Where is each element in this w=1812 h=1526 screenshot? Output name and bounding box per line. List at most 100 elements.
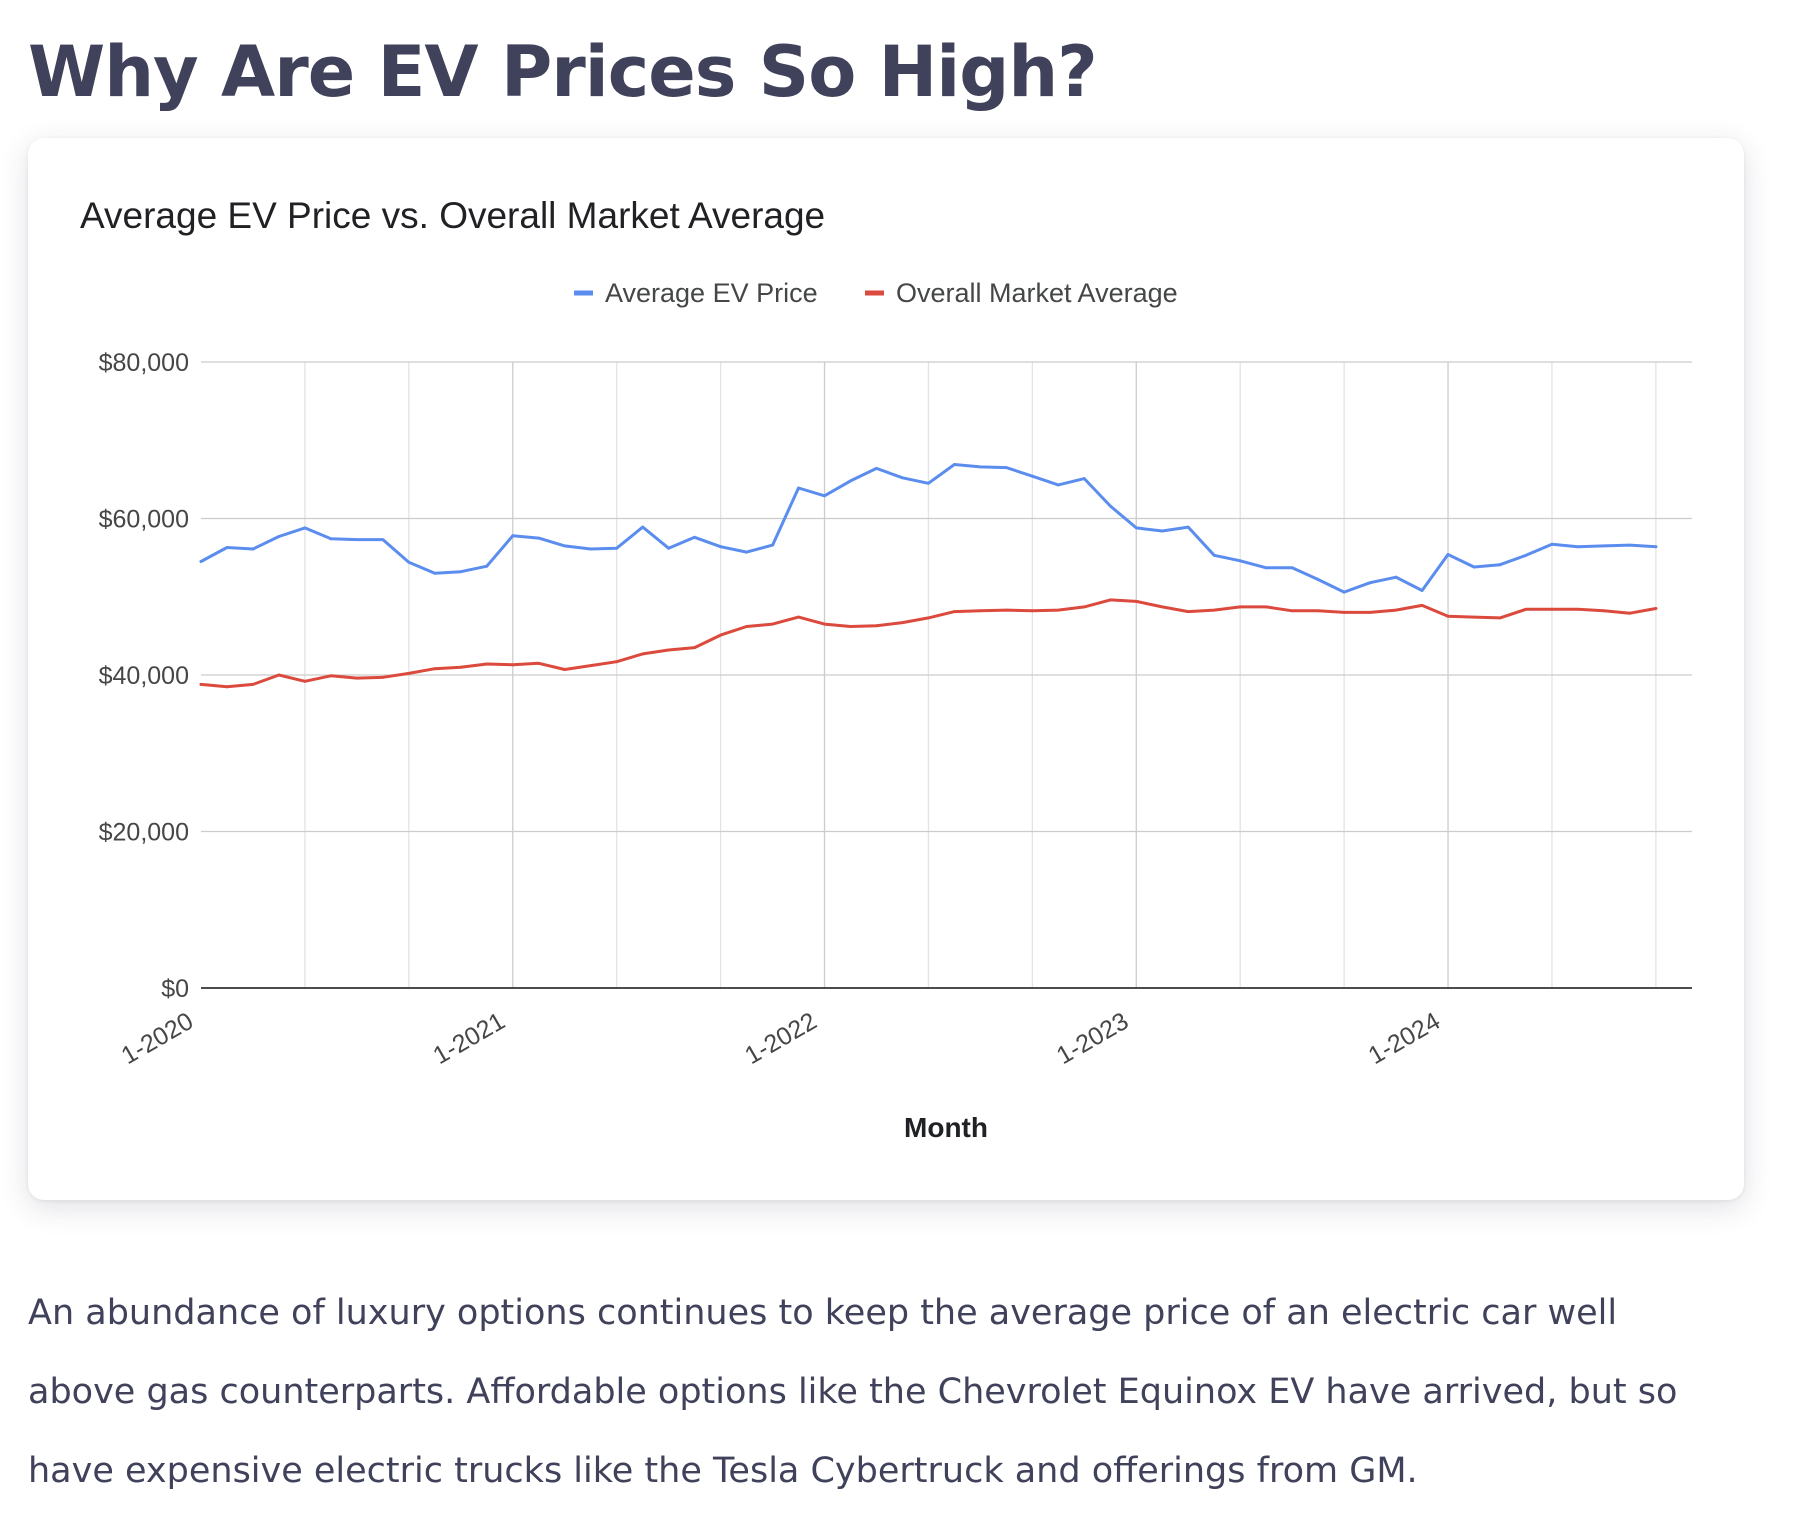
- data-point: [849, 625, 852, 628]
- data-point: [1212, 608, 1216, 612]
- data-point: [355, 538, 359, 541]
- data-point: [1602, 544, 1606, 548]
- data-point: [1056, 483, 1060, 487]
- data-point: [1108, 504, 1112, 508]
- y-tick-label: $20,000: [99, 819, 189, 847]
- data-point: [979, 465, 982, 469]
- data-point: [1342, 590, 1346, 594]
- data-point: [901, 621, 904, 624]
- data-point: [1654, 607, 1658, 610]
- y-tick-label: $0: [161, 975, 189, 1003]
- data-point: [875, 624, 878, 628]
- data-point: [1264, 605, 1268, 609]
- data-point: [1368, 611, 1372, 614]
- data-point: [433, 667, 437, 671]
- data-point: [407, 560, 411, 564]
- data-point: [1031, 609, 1034, 613]
- data-point: [719, 633, 722, 637]
- data-point: [693, 646, 696, 649]
- data-point: [771, 622, 774, 626]
- data-point: [1316, 609, 1320, 613]
- data-point: [1134, 526, 1138, 530]
- data-point: [1576, 607, 1580, 611]
- legend-item: Average EV Price: [574, 278, 818, 308]
- legend-label: Average EV Price: [605, 278, 818, 308]
- data-point: [693, 535, 696, 539]
- data-point: [1472, 615, 1476, 619]
- data-point: [381, 675, 385, 679]
- paragraph-line: An abundance of luxury options continues…: [28, 1293, 1618, 1333]
- data-point: [719, 545, 722, 549]
- data-point: [225, 546, 229, 549]
- x-tick-label: 1-2022: [740, 1007, 821, 1070]
- data-point: [901, 476, 904, 480]
- chart-legend: Average EV Price Overall Market Average: [574, 278, 1178, 308]
- data-point: [1550, 542, 1554, 546]
- data-point: [979, 609, 982, 613]
- data-point: [485, 564, 489, 568]
- data-point: [485, 662, 489, 666]
- data-point: [303, 526, 307, 530]
- data-point: [1368, 581, 1372, 585]
- data-point: [355, 676, 359, 680]
- article-paragraph: An abundance of luxury options continues…: [28, 1274, 1808, 1511]
- data-point: [1394, 608, 1398, 612]
- data-point: [1082, 605, 1086, 609]
- data-point: [1420, 589, 1424, 592]
- data-point: [823, 622, 826, 626]
- x-tick-label: 1-2021: [428, 1007, 509, 1070]
- y-tick-label: $40,000: [99, 662, 189, 690]
- data-point: [1316, 578, 1320, 581]
- data-point: [1186, 610, 1190, 613]
- data-point: [563, 668, 567, 671]
- data-point: [381, 538, 385, 541]
- data-point: [199, 683, 203, 686]
- data-point: [199, 560, 203, 563]
- legend-label: Overall Market Average: [896, 278, 1178, 308]
- data-point: [1524, 553, 1528, 557]
- data-point: [1082, 477, 1086, 480]
- data-point: [615, 546, 619, 550]
- y-tick-label: $80,000: [99, 349, 189, 377]
- data-point: [1238, 605, 1242, 609]
- data-point: [953, 610, 956, 613]
- data-point: [1264, 566, 1268, 570]
- data-point: [251, 683, 255, 686]
- data-point: [927, 481, 930, 485]
- data-point: [745, 550, 748, 554]
- data-point: [537, 661, 541, 665]
- data-point: [823, 494, 826, 498]
- data-point: [1628, 543, 1632, 547]
- data-point: [1472, 565, 1476, 569]
- data-point: [329, 674, 333, 678]
- data-point: [797, 615, 800, 619]
- x-tick-label: 1-2023: [1052, 1007, 1133, 1070]
- data-point: [797, 486, 800, 490]
- data-point: [537, 536, 541, 540]
- data-point: [1186, 525, 1190, 529]
- data-point: [1628, 611, 1632, 615]
- data-point: [641, 525, 645, 529]
- data-point: [953, 463, 956, 466]
- data-point: [277, 535, 281, 538]
- series-points: [199, 463, 1658, 689]
- data-point: [251, 547, 255, 551]
- data-point: [589, 664, 593, 667]
- data-point: [303, 679, 307, 683]
- data-point: [511, 663, 515, 667]
- data-point: [1524, 607, 1528, 611]
- data-point: [407, 672, 411, 675]
- data-point: [563, 544, 567, 548]
- data-point: [459, 570, 463, 574]
- data-point: [1498, 616, 1502, 620]
- data-point: [1342, 611, 1346, 614]
- data-point: [615, 660, 619, 664]
- x-tick-label: 1-2024: [1364, 1007, 1445, 1070]
- x-axis-title: Month: [904, 1112, 988, 1143]
- data-point: [433, 571, 437, 575]
- data-point: [1654, 545, 1658, 549]
- paragraph-line: have expensive electric trucks like the …: [28, 1451, 1418, 1491]
- data-point: [1290, 566, 1294, 570]
- x-axis-ticks: 1-2020 1-2021 1-2022 1-2023 1-2024: [117, 1007, 1446, 1070]
- y-tick-label: $60,000: [99, 506, 189, 534]
